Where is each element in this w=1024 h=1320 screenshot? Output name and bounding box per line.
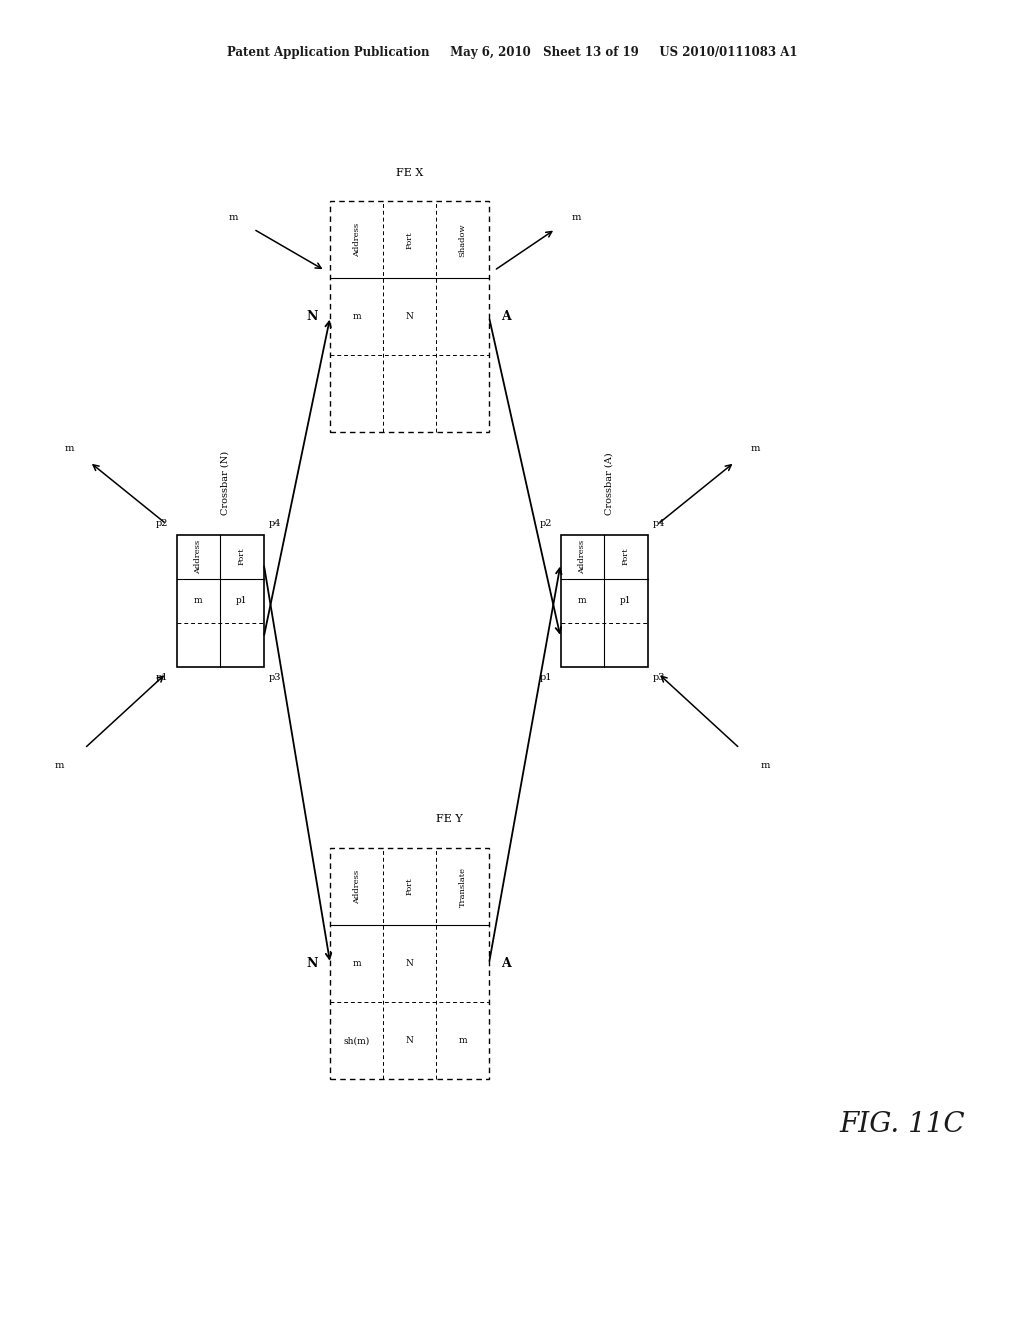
Text: FE Y: FE Y xyxy=(436,814,463,824)
Bar xyxy=(330,847,489,1080)
Text: FE X: FE X xyxy=(396,168,423,178)
Text: Address: Address xyxy=(579,540,587,574)
Text: A: A xyxy=(502,310,511,323)
Text: m: m xyxy=(352,313,361,321)
Text: m: m xyxy=(571,213,581,222)
Text: Port: Port xyxy=(238,548,246,565)
Text: Shadow: Shadow xyxy=(459,223,467,256)
Text: p1: p1 xyxy=(156,673,168,682)
Text: p3: p3 xyxy=(268,673,282,682)
Text: m: m xyxy=(195,597,203,605)
Bar xyxy=(176,535,264,667)
Bar xyxy=(330,202,489,433)
Bar xyxy=(561,535,647,667)
Text: p1: p1 xyxy=(540,673,553,682)
Text: N: N xyxy=(306,310,317,323)
Text: m: m xyxy=(65,445,74,453)
Text: Patent Application Publication     May 6, 2010   Sheet 13 of 19     US 2010/0111: Patent Application Publication May 6, 20… xyxy=(226,46,798,59)
Text: m: m xyxy=(54,762,63,770)
Text: p3: p3 xyxy=(653,673,666,682)
Text: m: m xyxy=(458,1036,467,1045)
Text: m: m xyxy=(751,445,760,453)
Text: N: N xyxy=(406,960,414,968)
Text: p4: p4 xyxy=(653,519,666,528)
Text: Address: Address xyxy=(352,223,360,257)
Text: sh(m): sh(m) xyxy=(344,1036,370,1045)
Text: m: m xyxy=(228,213,238,222)
Text: A: A xyxy=(502,957,511,970)
Text: p1: p1 xyxy=(237,597,248,605)
Text: Crossbar (A): Crossbar (A) xyxy=(605,453,613,515)
Text: m: m xyxy=(352,960,361,968)
Text: Crossbar (N): Crossbar (N) xyxy=(221,450,229,515)
Text: N: N xyxy=(306,957,317,970)
Text: Port: Port xyxy=(406,878,414,895)
Text: m: m xyxy=(579,597,587,605)
Text: Port: Port xyxy=(622,548,630,565)
Text: Address: Address xyxy=(195,540,203,574)
Text: p2: p2 xyxy=(156,519,168,528)
Text: Port: Port xyxy=(406,231,414,248)
Text: N: N xyxy=(406,313,414,321)
Text: m: m xyxy=(761,762,770,770)
Text: FIG. 11C: FIG. 11C xyxy=(840,1111,966,1138)
Text: N: N xyxy=(406,1036,414,1045)
Text: p4: p4 xyxy=(268,519,282,528)
Text: p1: p1 xyxy=(621,597,632,605)
Text: Translate: Translate xyxy=(459,867,467,907)
Text: Address: Address xyxy=(352,870,360,904)
Text: p2: p2 xyxy=(540,519,553,528)
